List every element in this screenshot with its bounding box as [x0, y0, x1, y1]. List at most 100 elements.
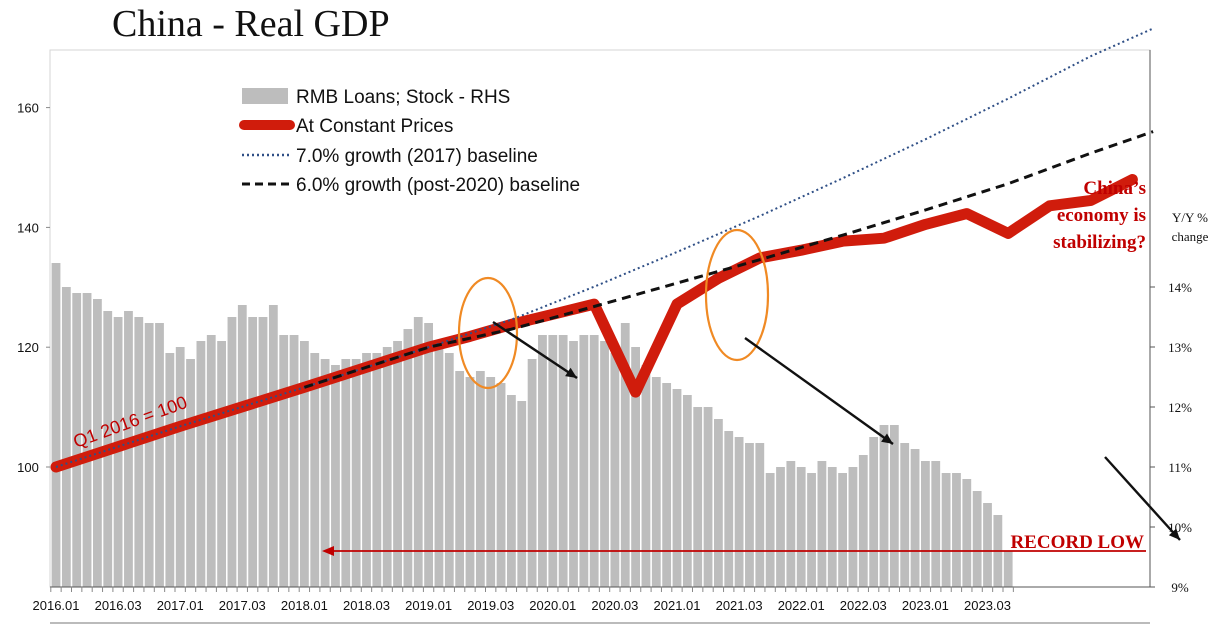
right-axis-label: Y/Y % — [1172, 210, 1208, 225]
bar — [817, 461, 827, 587]
bar — [444, 353, 454, 587]
bar — [724, 431, 734, 587]
bar — [662, 383, 672, 587]
highlight-ellipse — [704, 228, 770, 362]
bar — [289, 335, 299, 587]
bar — [72, 293, 82, 587]
bar — [941, 473, 951, 587]
bar — [734, 437, 744, 587]
bar — [983, 503, 992, 587]
x-tick-label: 2022.03 — [840, 598, 887, 613]
bar — [631, 347, 640, 587]
bar — [155, 323, 164, 587]
x-tick-label: 2019.01 — [405, 598, 452, 613]
bar — [776, 467, 785, 587]
bar — [952, 473, 961, 587]
bar — [672, 389, 682, 587]
bar — [517, 401, 527, 587]
trend-arrow-head — [881, 433, 893, 444]
left-tick-label: 100 — [17, 460, 39, 475]
x-tick-label: 2020.01 — [529, 598, 576, 613]
bar — [279, 335, 289, 587]
right-tick-label: 13% — [1168, 340, 1192, 355]
bar — [310, 353, 320, 587]
bar — [796, 467, 806, 587]
right-tick-label: 12% — [1168, 400, 1192, 415]
trend-arrow-head — [1168, 528, 1180, 540]
bar — [403, 329, 413, 587]
x-tick-label: 2023.03 — [964, 598, 1011, 613]
bar — [641, 365, 651, 587]
bar — [217, 341, 226, 587]
bar — [268, 305, 278, 587]
bar — [900, 443, 910, 587]
bar — [548, 335, 558, 587]
bar — [869, 437, 879, 587]
legend-label: RMB Loans; Stock - RHS — [296, 87, 510, 108]
bar — [206, 335, 216, 587]
bar — [745, 443, 754, 587]
bar — [569, 341, 578, 587]
bar — [455, 371, 465, 587]
bar — [703, 407, 713, 587]
bar — [237, 305, 247, 587]
legend: RMB Loans; Stock - RHS At Constant Prices… — [239, 87, 580, 196]
bar — [910, 449, 920, 587]
left-tick-label: 140 — [17, 220, 39, 235]
right-axis-label: change — [1172, 229, 1209, 244]
x-tick-label: 2016.01 — [33, 598, 80, 613]
bar — [838, 473, 847, 587]
bar — [93, 299, 102, 587]
bar — [496, 383, 506, 587]
legend-swatch-bars — [242, 88, 288, 104]
bar — [51, 263, 61, 587]
x-tick-label: 2016.03 — [95, 598, 142, 613]
x-tick-label: 2018.01 — [281, 598, 328, 613]
stabilizing-label: China’s — [1083, 178, 1146, 199]
bar — [620, 323, 630, 587]
bar — [889, 425, 899, 587]
x-tick-label: 2023.01 — [902, 598, 949, 613]
legend-label: 6.0% growth (post-2020) baseline — [296, 175, 580, 196]
bar — [765, 473, 775, 587]
bar — [61, 287, 71, 587]
left-axis: 100 120 140 160 — [17, 101, 50, 475]
bar — [527, 359, 537, 587]
bar — [610, 353, 620, 587]
bar — [1003, 551, 1013, 587]
chart-title: China - Real GDP — [112, 3, 390, 45]
x-axis: 2016.01 2016.03 2017.01 2017.03 2018.01 2018.… — [33, 586, 1150, 624]
bar — [300, 341, 309, 587]
bar — [486, 377, 496, 587]
bar — [475, 371, 485, 587]
left-tick-label: 160 — [17, 101, 39, 116]
bar — [341, 359, 351, 587]
stabilizing-label: stabilizing? — [1053, 232, 1146, 253]
bar — [579, 335, 589, 587]
x-tick-label: 2019.03 — [467, 598, 514, 613]
legend-label: At Constant Prices — [296, 116, 453, 137]
bar — [362, 353, 371, 587]
baseline-6pct-line — [303, 130, 1154, 389]
bar — [258, 317, 268, 587]
bar — [651, 377, 661, 587]
bar — [331, 365, 340, 587]
bar — [351, 359, 361, 587]
bar — [320, 359, 330, 587]
bar — [165, 353, 175, 587]
trend-arrow-line — [1104, 456, 1181, 541]
right-tick-label: 9% — [1171, 580, 1189, 595]
bar — [858, 455, 868, 587]
legend-label: 7.0% growth (2017) baseline — [296, 146, 538, 167]
bar — [434, 341, 444, 587]
bar — [248, 317, 258, 587]
bar — [175, 347, 185, 587]
bar — [558, 335, 568, 587]
record-low-arrow-head — [322, 546, 334, 556]
bar — [827, 467, 837, 587]
bar — [424, 323, 433, 587]
bar — [921, 461, 930, 587]
stabilizing-label: economy is — [1057, 205, 1146, 226]
bar — [507, 395, 516, 587]
